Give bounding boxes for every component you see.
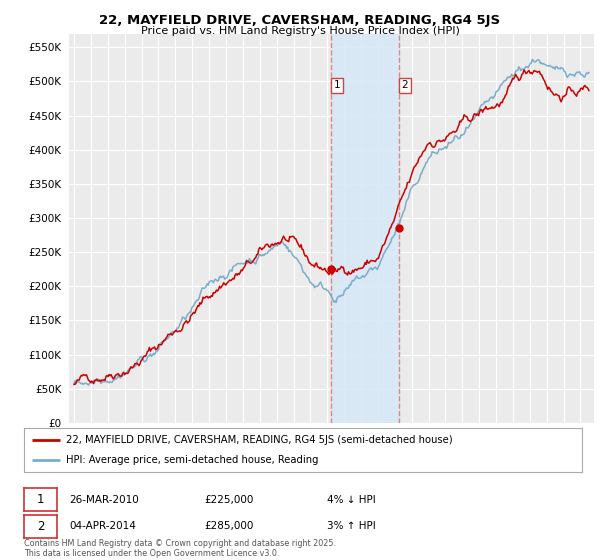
Text: 22, MAYFIELD DRIVE, CAVERSHAM, READING, RG4 5JS: 22, MAYFIELD DRIVE, CAVERSHAM, READING, … (100, 14, 500, 27)
Text: 2: 2 (402, 80, 409, 90)
Text: 1: 1 (334, 80, 340, 90)
Text: Contains HM Land Registry data © Crown copyright and database right 2025.
This d: Contains HM Land Registry data © Crown c… (24, 539, 336, 558)
Text: £285,000: £285,000 (204, 521, 253, 531)
Text: £225,000: £225,000 (204, 494, 253, 505)
Text: 2: 2 (37, 520, 44, 533)
Text: 22, MAYFIELD DRIVE, CAVERSHAM, READING, RG4 5JS (semi-detached house): 22, MAYFIELD DRIVE, CAVERSHAM, READING, … (66, 435, 452, 445)
Text: 1: 1 (37, 493, 44, 506)
Bar (331, 34, 399, 423)
Text: Price paid vs. HM Land Registry's House Price Index (HPI): Price paid vs. HM Land Registry's House … (140, 26, 460, 36)
Text: 4% ↓ HPI: 4% ↓ HPI (327, 494, 376, 505)
Text: HPI: Average price, semi-detached house, Reading: HPI: Average price, semi-detached house,… (66, 455, 319, 465)
Text: 3% ↑ HPI: 3% ↑ HPI (327, 521, 376, 531)
Text: 26-MAR-2010: 26-MAR-2010 (69, 494, 139, 505)
Text: 04-APR-2014: 04-APR-2014 (69, 521, 136, 531)
